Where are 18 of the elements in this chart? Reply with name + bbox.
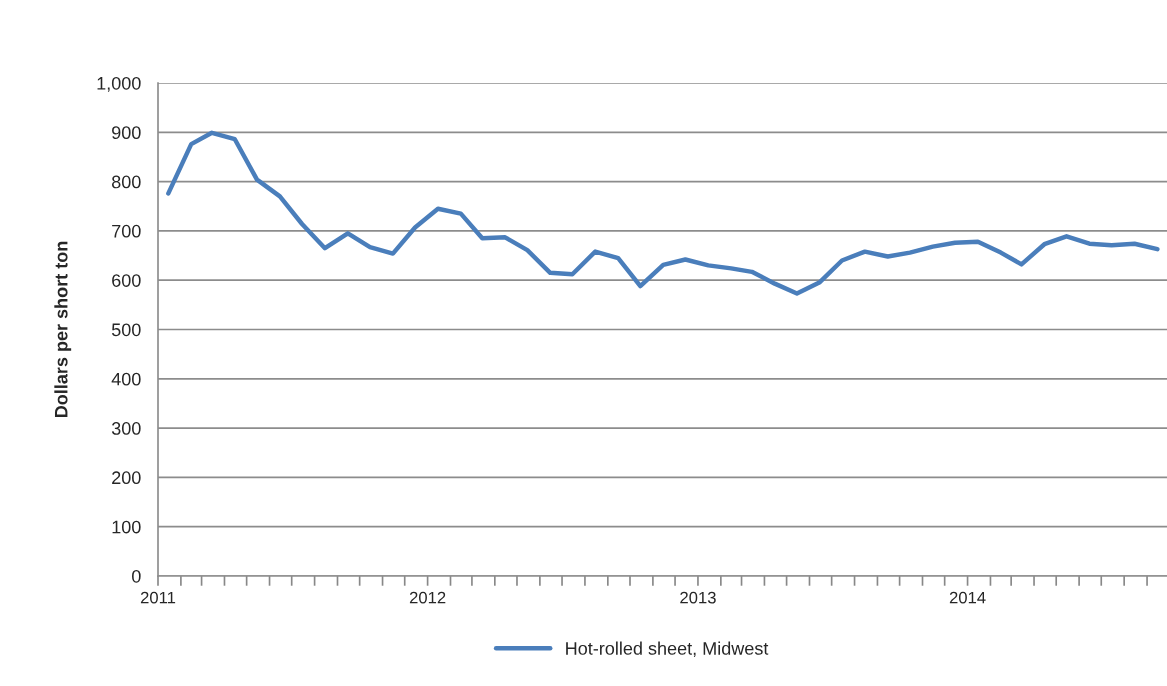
y-tick-label: 900 xyxy=(112,126,141,140)
y-tick-label: 600 xyxy=(112,274,141,287)
x-tick-label: 2013 xyxy=(680,591,716,604)
line-series xyxy=(166,130,1160,296)
x-tick-label: 2012 xyxy=(409,591,446,604)
x-tick-label: 2014 xyxy=(949,591,986,604)
y-tick-label: 100 xyxy=(112,520,141,534)
y-tick-label: 700 xyxy=(112,224,141,238)
y-tick-label: 800 xyxy=(112,175,141,189)
y-tick-label: 200 xyxy=(112,471,141,485)
y-tick-label: 0 xyxy=(132,569,141,583)
y-axis-title: Dollars per short ton xyxy=(54,241,72,418)
x-tick-label: 2011 xyxy=(140,591,176,604)
y-tick-label: 300 xyxy=(111,422,141,435)
legend-label: Hot-rolled sheet, Midwest xyxy=(566,641,769,657)
y-tick-label: 500 xyxy=(111,323,141,337)
y-tick-label: 400 xyxy=(111,372,141,386)
y-tick-label: 1,000 xyxy=(97,76,141,92)
